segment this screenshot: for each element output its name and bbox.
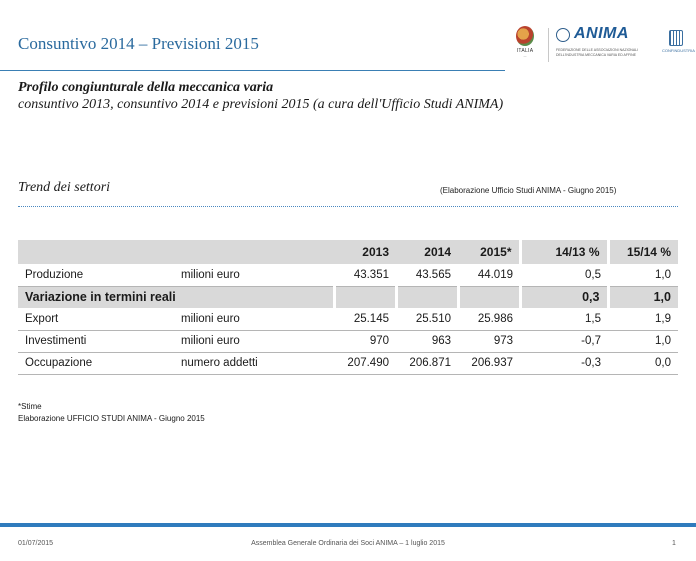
confindustria-label: CONFINDUSTRIA (662, 48, 695, 53)
cell-2014: 43.565 (396, 264, 458, 287)
cell-15-14: 1,0 (606, 286, 678, 308)
anima-emblem-icon (556, 28, 570, 42)
table-row: Occupazione numero addetti 207.490 206.8… (18, 352, 678, 375)
cell-15-14: 0,0 (608, 352, 678, 375)
cell-2014: 963 (396, 330, 458, 353)
cell-2013: 207.490 (334, 352, 396, 375)
cell-2013: 43.351 (334, 264, 396, 287)
section-title: Trend dei settori (18, 180, 111, 195)
header-cell-2013: 2013 (334, 240, 396, 264)
italia-emblem-icon (516, 26, 534, 46)
table-row-highlight: Variazione in termini reali 0,3 1,0 (18, 286, 678, 308)
row-unit: milioni euro (174, 308, 334, 331)
row-label: Occupazione (18, 352, 174, 375)
table-header-row: 2013 2014 2015* 14/13 % 15/14 % (18, 240, 678, 264)
italia-sublabel: — (523, 54, 527, 58)
page-number: 1 (672, 540, 676, 547)
italia-logo: ITALIA — (510, 26, 540, 66)
confindustria-logo: CONFINDUSTRIA (662, 30, 695, 53)
header-cell-15-14: 15/14 % (606, 240, 678, 264)
logo-divider (548, 28, 549, 62)
footer-event: Assemblea Generale Ordinaria dei Soci AN… (251, 540, 445, 547)
row-unit: numero addetti (174, 352, 334, 375)
intro-caption: consuntivo 2013, consuntivo 2014 e previ… (18, 97, 504, 112)
cell-2015: 206.937 (458, 352, 520, 375)
row-unit: milioni euro (174, 264, 334, 287)
anima-logo: ANIMA FEDERAZIONE DELLE ASSOCIAZIONI NAZ… (556, 25, 652, 63)
header-cell-2014: 2014 (396, 240, 458, 264)
table-row: Produzione milioni euro 43.351 43.565 44… (18, 264, 678, 287)
confindustria-emblem-icon (669, 30, 683, 46)
header-cell-14-13: 14/13 % (518, 240, 608, 264)
header-cell-label (18, 240, 174, 264)
header-cell-unit (174, 240, 334, 264)
cell-2015: 973 (458, 330, 520, 353)
header-cell-2015: 2015* (458, 240, 520, 264)
row-label: Produzione (18, 264, 174, 287)
cell-2015: 25.986 (458, 308, 520, 331)
cell-2013: 25.145 (334, 308, 396, 331)
cell-14-13: 1,5 (520, 308, 608, 331)
cell-empty (332, 286, 396, 308)
cell-2014: 206.871 (396, 352, 458, 375)
cell-15-14: 1,9 (608, 308, 678, 331)
cell-2013: 970 (334, 330, 396, 353)
section-source: (Elaborazione Ufficio Studi ANIMA - Giug… (440, 186, 617, 195)
italia-label: ITALIA (516, 48, 534, 54)
cell-empty (456, 286, 520, 308)
section-divider (18, 206, 678, 207)
cell-14-13: -0,3 (520, 352, 608, 375)
trend-table: 2013 2014 2015* 14/13 % 15/14 % Produzio… (18, 240, 678, 375)
cell-2014: 25.510 (396, 308, 458, 331)
estimate-note: *Stime (18, 402, 42, 411)
row-unit: milioni euro (174, 330, 334, 353)
footer-date: 01/07/2015 (18, 540, 54, 547)
intro-title: Profilo congiunturale della meccanica va… (18, 80, 274, 95)
cell-2015: 44.019 (458, 264, 520, 287)
cell-15-14: 1,0 (608, 330, 678, 353)
source-note: Elaborazione UFFICIO STUDI ANIMA - Giugn… (18, 414, 205, 423)
cell-14-13: 0,5 (520, 264, 608, 287)
footer-bar (0, 523, 696, 527)
row-label: Investimenti (18, 330, 174, 353)
table-row: Export milioni euro 25.145 25.510 25.986… (18, 308, 678, 331)
anima-subtitle: FEDERAZIONE DELLE ASSOCIAZIONI NAZIONALI… (556, 48, 639, 57)
page-title: Consuntivo 2014 – Previsioni 2015 (18, 34, 259, 53)
cell-14-13: 0,3 (518, 286, 608, 308)
row-label: Variazione in termini reali (18, 286, 334, 308)
row-label: Export (18, 308, 174, 331)
anima-wordmark: ANIMA (574, 25, 629, 42)
cell-15-14: 1,0 (608, 264, 678, 287)
cell-14-13: -0,7 (520, 330, 608, 353)
table-row: Investimenti milioni euro 970 963 973 -0… (18, 330, 678, 353)
cell-empty (394, 286, 458, 308)
header-divider (0, 70, 505, 71)
